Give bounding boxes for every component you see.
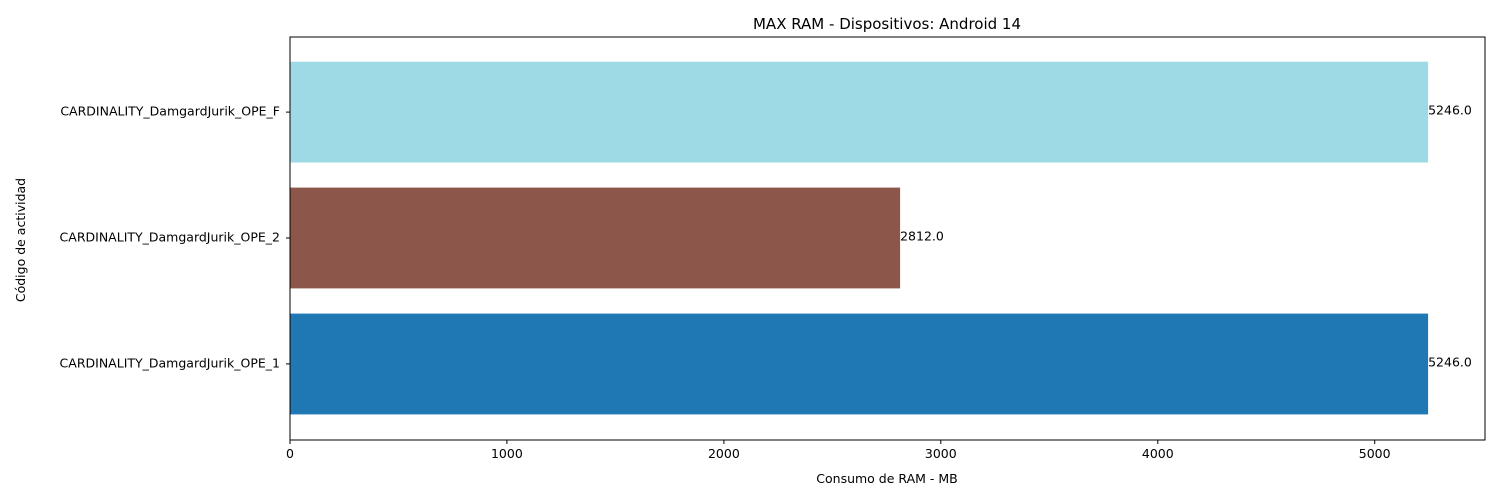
x-tick-label: 5000 [1359,446,1391,461]
plot-area: 5246.0 CARDINALITY_DamgardJurik_OPE_1 2812… [60,36,1486,461]
x-tick-label: 4000 [1142,446,1174,461]
bar [290,313,1429,415]
x-tick-label: 0 [286,446,294,461]
y-tick-label: CARDINALITY_DamgardJurik_OPE_2 [60,230,280,245]
x-axis-label: Consumo de RAM - MB [816,471,957,486]
x-tick-label: 1000 [491,446,523,461]
y-tick-label: CARDINALITY_DamgardJurik_OPE_1 [60,355,280,370]
chart-title: MAX RAM - Dispositivos: Android 14 [753,15,1021,33]
bar [290,187,901,289]
y-axis-label: Código de actividad [13,178,28,302]
axes-frame [289,36,1486,441]
x-tick-label: 2000 [708,446,740,461]
data-label: 2812.0 [900,229,944,244]
bar [290,61,1429,163]
data-label: 5246.0 [1428,354,1472,369]
x-tick-label: 3000 [925,446,957,461]
data-label: 5246.0 [1428,103,1472,118]
y-tick-label: CARDINALITY_DamgardJurik_OPE_F [60,104,280,119]
